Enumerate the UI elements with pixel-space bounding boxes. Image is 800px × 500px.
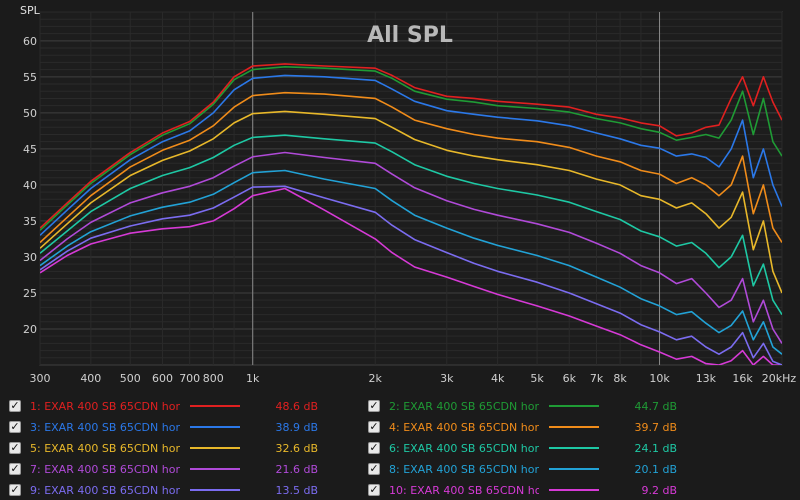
chart-title: All SPL [367, 23, 453, 48]
legend-label: 1: EXAR 400 SB 65CDN hor 0 [30, 399, 180, 413]
y-tick-label: 20 [23, 323, 37, 336]
legend-item: ✓ 9: EXAR 400 SB 65CDN hor 80 13.5 dB [9, 480, 318, 500]
series-checkbox[interactable]: ✓ [9, 441, 21, 454]
y-tick-label: 40 [23, 179, 37, 192]
series-checkbox[interactable]: ✓ [368, 462, 380, 475]
y-tick-label: 55 [23, 71, 37, 84]
x-tick-label: 13k [696, 372, 717, 385]
series-checkbox[interactable]: ✓ [368, 441, 380, 454]
legend-swatch [549, 426, 599, 428]
legend-item: ✓ 6: EXAR 400 SB 65CDN hor 50 24.1 dB [368, 438, 677, 458]
x-tick-label: 700 [179, 372, 200, 385]
legend-value: 13.5 dB [275, 483, 318, 497]
series-checkbox[interactable]: ✓ [368, 420, 380, 433]
legend-value: 39.7 dB [634, 420, 677, 434]
legend-label: 4: EXAR 400 SB 65CDN hor 30 [389, 420, 539, 434]
y-tick-label: 35 [23, 215, 37, 228]
series-line-8 [40, 169, 782, 355]
legend-swatch [549, 447, 599, 449]
legend-label: 5: EXAR 400 SB 65CDN hor 40 [30, 441, 180, 455]
legend-swatch [190, 405, 240, 407]
axis-labels: 20 25 30 35 40 45 50 55 60 300 400 500 600 700 800 1k 2k… [23, 35, 796, 385]
legend-label: 6: EXAR 400 SB 65CDN hor 50 [389, 441, 539, 455]
series-line-6 [40, 134, 782, 316]
y-tick-label: 30 [23, 251, 37, 264]
y-tick-label: 60 [23, 35, 37, 48]
series-checkbox[interactable]: ✓ [368, 399, 380, 412]
legend: ✓ 1: EXAR 400 SB 65CDN hor 0 48.6 dB ✓ 2: EX… [0, 393, 800, 500]
legend-label: 10: EXAR 400 SB 65CDN hor 90 [389, 483, 539, 497]
series-line-3 [40, 74, 782, 236]
legend-label: 3: EXAR 400 SB 65CDN hor 20 [30, 420, 180, 434]
legend-swatch [549, 405, 599, 407]
x-tick-label: 2k [368, 372, 382, 385]
legend-swatch [549, 468, 599, 470]
legend-swatch [549, 489, 599, 491]
legend-value: 21.6 dB [275, 462, 318, 476]
legend-value: 20.1 dB [634, 462, 677, 476]
legend-value: 48.6 dB [275, 399, 318, 413]
legend-swatch [190, 489, 240, 491]
x-tick-label: 5k [530, 372, 544, 385]
x-tick-label: 16k [732, 372, 753, 385]
series-line-1 [40, 63, 782, 229]
frequency-response-chart: 20 25 30 35 40 45 50 55 60 300 400 500 600 700 800 1k 2k… [20, 4, 797, 385]
x-tick-label: 300 [30, 372, 51, 385]
y-tick-label: 50 [23, 107, 37, 120]
x-tick-label: 4k [491, 372, 505, 385]
legend-label: 9: EXAR 400 SB 65CDN hor 80 [30, 483, 180, 497]
legend-item: ✓ 7: EXAR 400 SB 65CDN hor 60 21.6 dB [9, 459, 318, 479]
y-tick-label: 45 [23, 143, 37, 156]
legend-item: ✓ 10: EXAR 400 SB 65CDN hor 90 9.2 dB [368, 480, 677, 500]
series-line-5 [40, 110, 782, 294]
legend-value: 38.9 dB [275, 420, 318, 434]
series-checkbox[interactable]: ✓ [368, 483, 380, 496]
x-tick-label: 20kHz [762, 372, 797, 385]
x-tick-label: 8k [613, 372, 627, 385]
x-tick-label: 3k [440, 372, 454, 385]
series-checkbox[interactable]: ✓ [9, 399, 21, 412]
y-axis-label: SPL [20, 4, 41, 17]
legend-item: ✓ 5: EXAR 400 SB 65CDN hor 40 32.6 dB [9, 438, 318, 458]
legend-value: 44.7 dB [634, 399, 677, 413]
series-checkbox[interactable]: ✓ [9, 462, 21, 475]
legend-item: ✓ 3: EXAR 400 SB 65CDN hor 20 38.9 dB [9, 417, 318, 437]
legend-swatch [190, 426, 240, 428]
x-tick-label: 400 [80, 372, 101, 385]
legend-value: 9.2 dB [641, 483, 677, 497]
legend-value: 32.6 dB [275, 441, 318, 455]
legend-item: ✓ 2: EXAR 400 SB 65CDN hor 10 44.7 dB [368, 396, 677, 416]
x-tick-label: 500 [120, 372, 141, 385]
series-checkbox[interactable]: ✓ [9, 420, 21, 433]
series-line-2 [40, 66, 782, 231]
series-checkbox[interactable]: ✓ [9, 483, 21, 496]
series-line-9 [40, 185, 782, 365]
x-tick-label: 10k [649, 372, 670, 385]
legend-swatch [190, 447, 240, 449]
legend-label: 8: EXAR 400 SB 65CDN hor 70 [389, 462, 539, 476]
legend-label: 7: EXAR 400 SB 65CDN hor 60 [30, 462, 180, 476]
series-line-7 [40, 151, 782, 344]
legend-item: ✓ 8: EXAR 400 SB 65CDN hor 70 20.1 dB [368, 459, 677, 479]
series-line-10 [40, 187, 782, 365]
legend-swatch [190, 468, 240, 470]
legend-label: 2: EXAR 400 SB 65CDN hor 10 [389, 399, 539, 413]
x-tick-label: 800 [203, 372, 224, 385]
x-tick-label: 1k [246, 372, 260, 385]
x-tick-label: 600 [152, 372, 173, 385]
legend-value: 24.1 dB [634, 441, 677, 455]
x-tick-label: 6k [563, 372, 577, 385]
y-tick-label: 25 [23, 287, 37, 300]
x-tick-label: 7k [590, 372, 604, 385]
series-lines [40, 63, 782, 365]
legend-item: ✓ 1: EXAR 400 SB 65CDN hor 0 48.6 dB [9, 396, 318, 416]
legend-item: ✓ 4: EXAR 400 SB 65CDN hor 30 39.7 dB [368, 417, 677, 437]
series-line-4 [40, 91, 782, 244]
